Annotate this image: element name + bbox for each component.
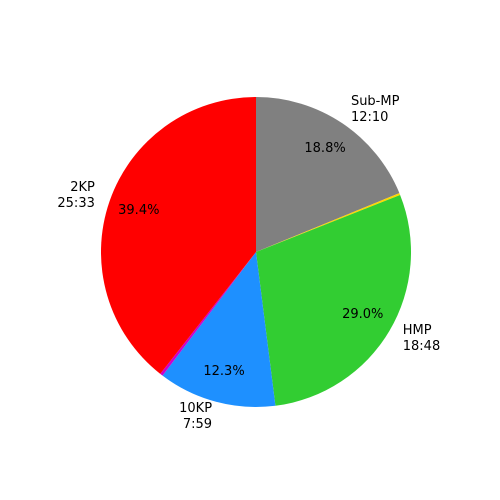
percent-label: 39.4% (118, 203, 160, 219)
percent-label: 12.3% (203, 363, 245, 379)
slice-label: HMP 18:48 (402, 322, 441, 354)
pie-slice (256, 193, 401, 252)
pie-slice (162, 252, 276, 407)
pie-slice (256, 194, 411, 406)
slice-label: 2KP 25:33 (57, 180, 95, 212)
slice-label: 10KP 7:59 (179, 400, 213, 432)
slice-label: Sub-MP 12:10 (350, 94, 400, 126)
pie-slice (256, 97, 400, 252)
pie-slice (160, 252, 256, 376)
pie-slice (100, 97, 256, 374)
percent-label: 18.8% (304, 141, 346, 156)
percent-label: 29.0% (342, 307, 384, 323)
